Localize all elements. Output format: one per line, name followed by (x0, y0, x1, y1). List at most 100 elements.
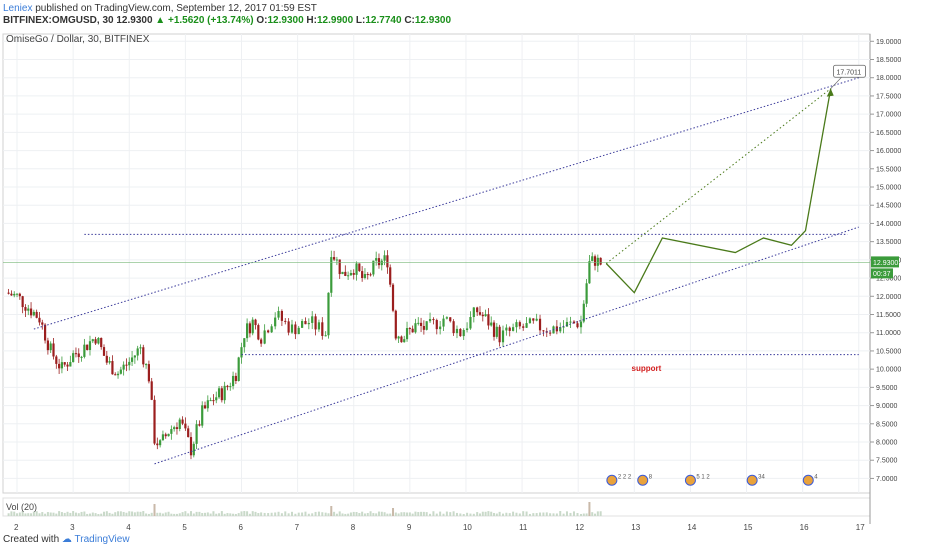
volume-bar (369, 511, 372, 516)
volume-bar (591, 512, 594, 516)
candle-body (280, 311, 283, 321)
candle-body (528, 318, 532, 324)
volume-bar (291, 511, 293, 516)
candle-body (585, 283, 588, 304)
volume-bar (452, 511, 455, 516)
candle-body (301, 321, 304, 328)
volume-bar (435, 513, 438, 516)
candle-body (116, 373, 120, 376)
y-tick-label: 8.5000 (876, 421, 898, 428)
volume-bar (372, 513, 375, 516)
x-tick-label: 6 (238, 523, 243, 532)
candle-body (69, 362, 72, 367)
y-tick-label: 12.0000 (876, 294, 901, 301)
y-tick-label: 19.0000 (876, 39, 901, 46)
y-tick-label: 16.5000 (876, 130, 901, 137)
candle-body (212, 400, 215, 402)
volume-bar (164, 512, 167, 516)
candle-body (102, 347, 106, 356)
candle-body (311, 316, 314, 323)
candle-body (476, 307, 479, 313)
volume-bar (287, 513, 290, 516)
candle-body (386, 255, 389, 268)
candle-body (559, 327, 562, 332)
volume-bar (493, 512, 496, 516)
volume-bar (260, 512, 263, 516)
low-label: L: (355, 15, 366, 26)
volume-bar (515, 512, 518, 516)
x-tick-label: 3 (70, 523, 75, 532)
event-count: 5 1 2 (696, 474, 710, 480)
candle-body (229, 386, 232, 388)
candle-body (223, 385, 226, 401)
y-tick-label: 18.5000 (876, 57, 901, 64)
candle-body (369, 274, 372, 276)
candle-body (518, 322, 521, 327)
volume-bar (476, 512, 479, 516)
candle-body (105, 355, 108, 363)
close-label: C: (404, 15, 415, 26)
volume-bar (111, 513, 114, 516)
volume-spike (392, 508, 395, 516)
volume-bar (167, 511, 170, 516)
volume-bar (596, 511, 599, 516)
volume-bar (94, 513, 97, 516)
volume-bar (49, 512, 52, 516)
price-chart[interactable]: 19.0000 18.5000 18.0000 17.5000 17.0000 16.50… (0, 28, 932, 533)
volume-bar (201, 512, 204, 516)
volume-bar (469, 513, 472, 516)
candle-body (582, 303, 585, 322)
volume-bar (580, 513, 582, 516)
volume-bar (254, 511, 257, 516)
volume-bar (562, 513, 565, 516)
volume-bar (394, 512, 397, 516)
author-link[interactable]: Leniex (3, 3, 33, 14)
volume-bar (13, 511, 16, 516)
candle-body (425, 321, 428, 330)
volume-bar (599, 511, 602, 516)
y-tick-label: 16.0000 (876, 148, 901, 155)
footer: Created with ☁ TradingView (3, 534, 130, 545)
volume-bar (417, 512, 420, 516)
candle-body (192, 443, 195, 456)
volume-bar (333, 511, 336, 516)
volume-bar (400, 512, 403, 516)
candle-body (397, 336, 400, 339)
candle-body (88, 341, 92, 350)
event-count: 34 (758, 474, 765, 480)
volume-bar (170, 513, 173, 516)
candle-body (349, 273, 353, 276)
volume-bar (582, 513, 585, 516)
high-label: H: (306, 15, 317, 26)
candle-body (38, 317, 41, 323)
candle-body (549, 332, 552, 334)
volume-bar (545, 512, 548, 516)
volume-bar (361, 511, 364, 516)
candle-body (173, 427, 176, 430)
candle-body (91, 339, 94, 342)
candle-body (307, 322, 310, 325)
volume-bar (58, 511, 61, 516)
candle-body (97, 337, 100, 344)
candle-body (41, 322, 44, 325)
volume-bar (187, 513, 190, 516)
volume-bar (189, 511, 192, 516)
volume-bar (80, 511, 83, 516)
volume-bar (481, 511, 484, 516)
y-tick-label: 8.0000 (876, 440, 898, 447)
volume-bar (555, 513, 558, 516)
candle-body (405, 328, 409, 340)
candle-body (414, 323, 417, 333)
candle-body (29, 308, 33, 316)
candle-body (422, 326, 425, 330)
y-tick-label: 17.5000 (876, 93, 901, 100)
volume-bar (459, 513, 462, 516)
footer-brand[interactable]: TradingView (74, 534, 130, 545)
candle-body (27, 308, 30, 311)
volume-bar (358, 513, 361, 516)
volume-bar (248, 513, 251, 516)
volume-bar (139, 511, 142, 516)
candle-body (274, 317, 277, 327)
candle-body (380, 260, 383, 266)
candle-body (130, 357, 134, 362)
